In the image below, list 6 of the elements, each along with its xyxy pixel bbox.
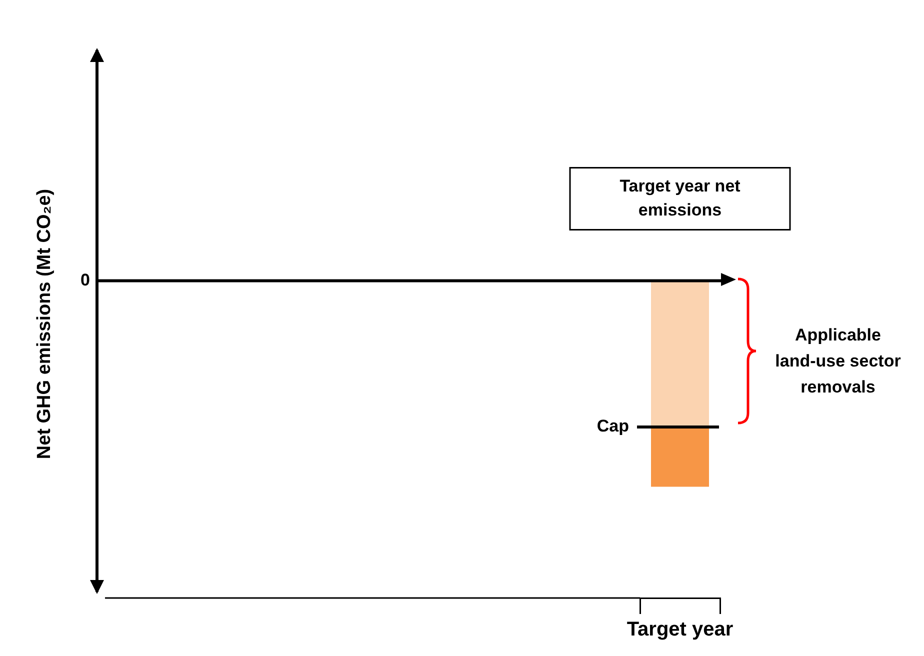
text: Net GHG emissions (Mt CO₂e) xyxy=(34,188,56,460)
ref-line-label: 0 xyxy=(80,270,90,290)
x-tick-label: Target year xyxy=(626,618,734,641)
text: Target year net emissions xyxy=(620,176,741,220)
ref-line-label: Cap xyxy=(596,416,629,436)
text: Applicable land-use sector removals xyxy=(775,326,902,397)
